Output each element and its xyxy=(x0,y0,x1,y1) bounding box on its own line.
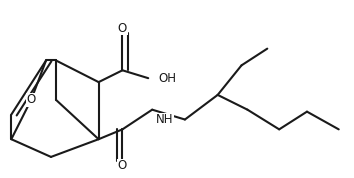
Text: NH: NH xyxy=(156,113,173,126)
Text: O: O xyxy=(27,93,36,106)
Text: O: O xyxy=(118,159,127,172)
Text: O: O xyxy=(118,22,127,35)
Text: OH: OH xyxy=(159,72,177,85)
